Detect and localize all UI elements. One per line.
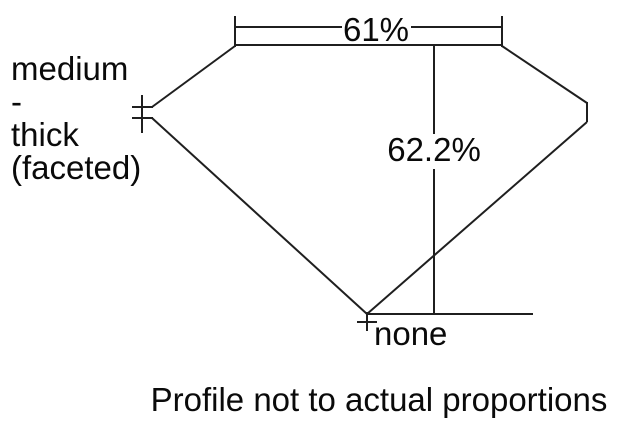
girdle-thickness-line-3: thick (11, 116, 79, 153)
girdle-thickness-line-1: medium (11, 50, 129, 87)
girdle-thickness-label: medium - thick (faceted) (11, 52, 141, 184)
culet-label: none (374, 315, 448, 352)
depth-percent-label: 62.2% (387, 131, 481, 168)
crown-left-line (151, 45, 236, 108)
girdle-thickness-line-2: - (11, 83, 22, 120)
caption: Profile not to actual proportions (150, 381, 608, 418)
girdle-thickness-line-4: (faceted) (11, 149, 142, 186)
crown-right-line (501, 45, 588, 104)
pavilion-right-line (366, 121, 588, 315)
table-percent-label: 61% (342, 11, 410, 48)
pavilion-left-line (151, 117, 368, 315)
